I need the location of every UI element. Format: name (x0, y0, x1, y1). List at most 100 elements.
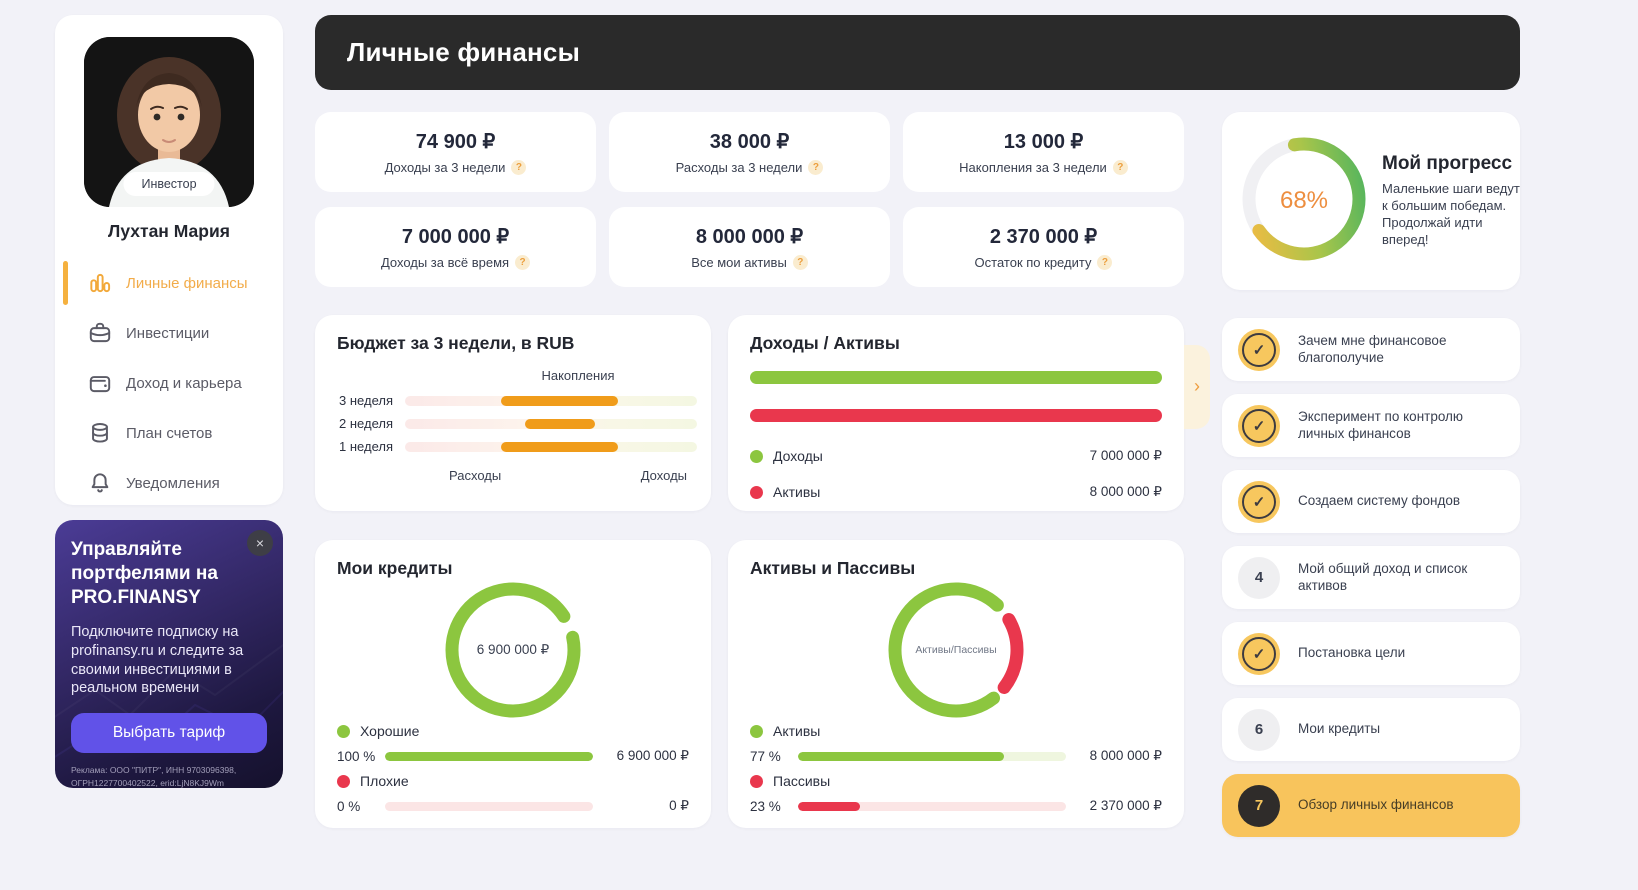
stat-card-income-alltime: 7 000 000 ₽ Доходы за всё время? (315, 207, 596, 287)
legend-value: 6 900 000 ₽ (616, 748, 689, 763)
checklist-label: Постановка цели (1298, 645, 1406, 661)
checklist-item-1[interactable]: ✓ Зачем мне финансовое благополучие (1222, 318, 1520, 381)
sidebar-item-notifications[interactable]: Уведомления (55, 458, 283, 508)
choose-tariff-button[interactable]: Выбрать тариф (71, 713, 267, 754)
category-label: 3 неделя (339, 393, 393, 408)
legend-dot (750, 485, 763, 499)
checklist-item-4[interactable]: 4 Мой общий доход и список активов (1222, 546, 1520, 609)
credits-chart-card: Мои кредиты 6 900 000 ₽ Хорошие 100 % 6 … (315, 540, 711, 828)
expand-panel-tab[interactable]: › (1184, 345, 1210, 429)
legend-value: 8 000 000 ₽ (1089, 484, 1162, 499)
stat-card-all-assets: 8 000 000 ₽ Все мои активы? (609, 207, 890, 287)
stat-card-savings-3w: 13 000 ₽ Накопления за 3 недели? (903, 112, 1184, 192)
checklist-item-3[interactable]: ✓ Создаем систему фондов (1222, 470, 1520, 533)
legend-track (385, 751, 593, 761)
donut-center-label: 6 900 000 ₽ (476, 642, 550, 657)
income-assets-card: Доходы / Активы Доходы 7 000 000 ₽ Актив… (728, 315, 1184, 511)
legend-track (385, 801, 593, 811)
budget-track (405, 395, 697, 406)
check-circle: ✓ (1238, 632, 1280, 675)
budget-track (405, 441, 697, 452)
promo-body: Подключите подписку на profinansy.ru и с… (71, 623, 244, 697)
page-header: Личные финансы (315, 15, 1520, 90)
chart-title: Активы и Пассивы (750, 558, 916, 578)
income-bar (750, 371, 1162, 384)
legend-good: Хорошие (337, 719, 689, 743)
checklist-item-6[interactable]: 6 Мои кредиты (1222, 698, 1520, 761)
stat-value: 74 900 ₽ (415, 131, 496, 153)
legend-label: Активы (773, 723, 821, 739)
sidebar-item-accounts-plan[interactable]: План счетов (55, 408, 283, 458)
sidebar-item-personal-finances[interactable]: Личные финансы (55, 258, 283, 308)
sidebar-nav: Личные финансы Инвестиции Доход и карьер… (55, 258, 283, 508)
legend-dot (337, 724, 350, 738)
stat-card-expenses-3w: 38 000 ₽ Расходы за 3 недели? (609, 112, 890, 192)
legend-dot (750, 774, 763, 788)
legend-fill (798, 801, 860, 811)
progress-card: 68% Мой прогресс Маленькие шаги ведут к … (1222, 112, 1520, 290)
check-circle: ✓ (1238, 404, 1280, 447)
sidebar-item-label: Инвестиции (126, 324, 210, 342)
legend-track (798, 751, 1066, 761)
bell-icon (91, 473, 109, 493)
help-icon[interactable]: ? (808, 160, 824, 175)
sidebar: Инвестор Лухтан Мария Личные финансы Инв… (55, 15, 283, 505)
check-circle: ✓ (1238, 328, 1280, 371)
help-icon[interactable]: ? (511, 160, 527, 175)
stat-card-credit-balance: 2 370 000 ₽ Остаток по кредиту? (903, 207, 1184, 287)
assets-bar (750, 409, 1162, 422)
stat-label: Доходы за всё время (380, 255, 510, 270)
bar-chart-icon (90, 273, 111, 293)
legend-value: 7 000 000 ₽ (1089, 448, 1162, 463)
check-icon: ✓ (1252, 341, 1266, 359)
assets-liabilities-donut: Активы/Пассивы (881, 581, 1031, 719)
percent-label: 0 % (337, 798, 361, 814)
checklist-label: Мой общий доход и список активов (1298, 560, 1468, 593)
stat-label: Остаток по кредиту (974, 255, 1092, 270)
legend-label: Доходы (773, 448, 823, 464)
sidebar-item-income-career[interactable]: Доход и карьера (55, 358, 283, 408)
stat-label: Все мои активы (691, 255, 787, 270)
budget-bar (524, 418, 595, 429)
progress-title: Мой прогресс (1382, 153, 1513, 175)
stat-value: 7 000 000 ₽ (401, 226, 510, 248)
chevron-right-icon: › (1194, 376, 1200, 396)
legend-liabilities: Пассивы (750, 769, 1162, 793)
checklist-item-7-current[interactable]: 7 Обзор личных финансов (1222, 774, 1520, 837)
close-icon[interactable]: × (247, 530, 273, 556)
budget-chart-card: Бюджет за 3 недели, в RUB Накопления 3 н… (315, 315, 711, 511)
lessons-checklist: ✓ Зачем мне финансовое благополучие ✓ Эк… (1222, 318, 1520, 850)
checklist-label: Создаем систему фондов (1298, 493, 1461, 509)
budget-track (405, 418, 697, 429)
category-label: 2 неделя (339, 416, 393, 431)
stat-label: Доходы за 3 недели (384, 160, 506, 175)
axis-label-income: Доходы (640, 468, 687, 483)
progress-message: Маленькие шаги ведут к большим победам. … (1382, 181, 1520, 247)
page-title: Личные финансы (347, 37, 580, 67)
percent-label: 77 % (750, 748, 781, 764)
legend-label: Активы (773, 484, 821, 500)
coins-icon (92, 423, 108, 443)
help-icon[interactable]: ? (1097, 255, 1113, 270)
budget-row: 2 неделя (337, 412, 697, 435)
help-icon[interactable]: ? (1112, 160, 1128, 175)
stat-value: 8 000 000 ₽ (695, 226, 804, 248)
help-icon[interactable]: ? (515, 255, 531, 270)
axis-label-expenses: Расходы (449, 468, 502, 483)
checklist-item-2[interactable]: ✓ Эксперимент по контролю личных финансо… (1222, 394, 1520, 457)
legend-label: Хорошие (360, 723, 420, 739)
sidebar-item-investments[interactable]: Инвестиции (55, 308, 283, 358)
stat-label: Накопления за 3 недели (959, 160, 1107, 175)
legend-dot (750, 724, 763, 738)
check-icon: ✓ (1252, 493, 1266, 511)
help-icon[interactable]: ? (792, 255, 808, 270)
legend-track (798, 801, 1066, 811)
promo-title: Управляйте портфелями на PRO.FINANSY (71, 539, 218, 608)
legend-bar-liabilities: 23 % 2 370 000 ₽ (750, 793, 1162, 819)
percent-label: 23 % (750, 798, 781, 814)
assets-liabilities-card: Активы и Пассивы Активы/Пассивы Активы 7… (728, 540, 1184, 828)
legend-value: 8 000 000 ₽ (1089, 748, 1162, 763)
axis-label-savings: Накопления (541, 368, 615, 383)
sidebar-item-label: План счетов (126, 424, 213, 442)
checklist-item-5[interactable]: ✓ Постановка цели (1222, 622, 1520, 685)
